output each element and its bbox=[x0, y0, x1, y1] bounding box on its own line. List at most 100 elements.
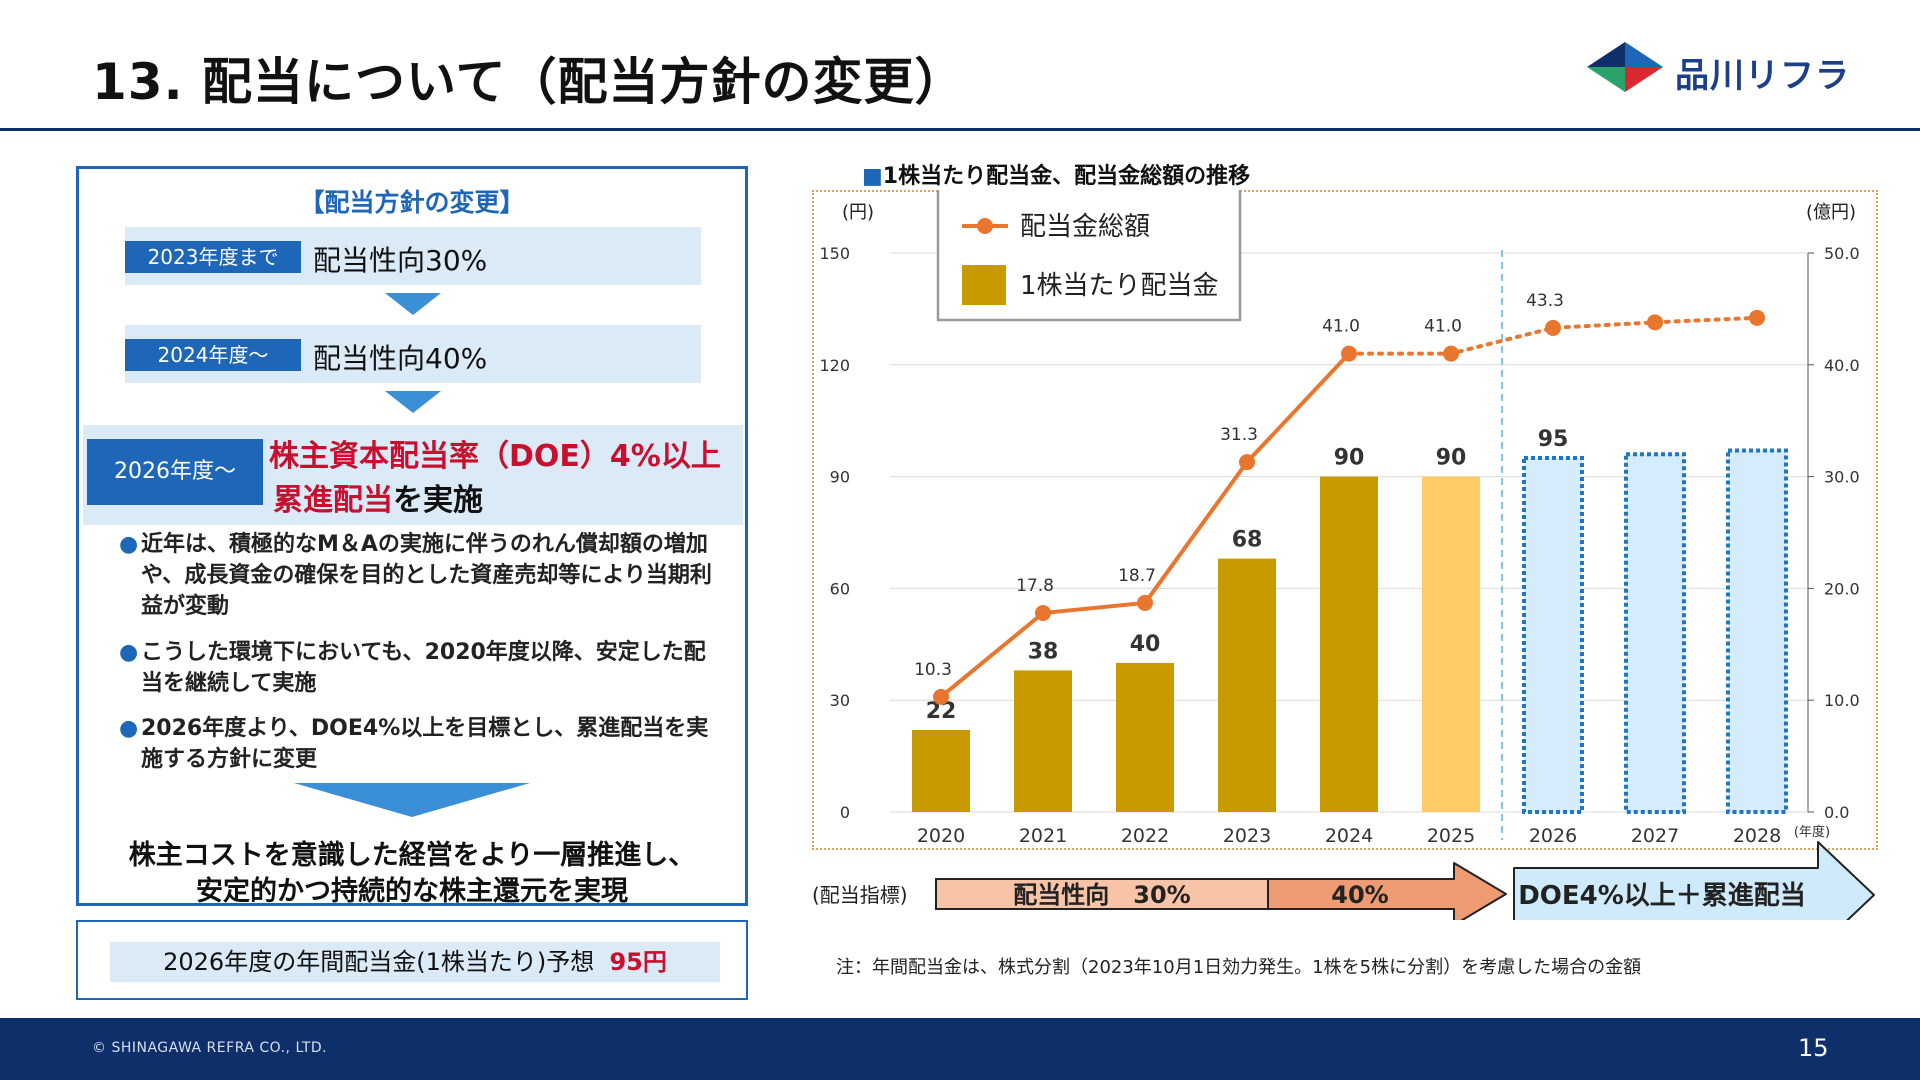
company-logo: 品川リフラ bbox=[1585, 40, 1855, 96]
policy-segment-label: 40% bbox=[1331, 881, 1388, 909]
line-value-label: 10.3 bbox=[914, 660, 952, 680]
policy-stage-2024: 2024年度～ 配当性向40% bbox=[125, 325, 701, 383]
total-dividend-line-projection bbox=[1347, 315, 1759, 356]
y-left-tick-label: 60 bbox=[830, 579, 850, 598]
bar-2026 bbox=[1522, 455, 1584, 814]
bar-2027 bbox=[1624, 452, 1686, 814]
x-tick-label: 2023 bbox=[1223, 825, 1271, 847]
bar-value-label: 95 bbox=[1538, 427, 1569, 452]
bar-value-label: 68 bbox=[1232, 528, 1263, 553]
y-right-tick-label: 30.0 bbox=[1824, 468, 1860, 487]
logo-mark-icon bbox=[1587, 42, 1663, 92]
chart-frame bbox=[812, 190, 1878, 850]
chart-footnote: 注：年間配当金は、株式分割（2023年10月1日効力発生。1株を5株に分割）を考… bbox=[836, 957, 1642, 978]
policy-segment-label: DOE4%以上＋累進配当 bbox=[1518, 881, 1806, 911]
policy-heading: 【配当方針の変更】 bbox=[299, 188, 525, 217]
legend-line-marker bbox=[977, 218, 993, 234]
y-left-tick-label: 150 bbox=[819, 244, 850, 263]
bar-value-label: 90 bbox=[1334, 446, 1365, 471]
bar-value-label: 40 bbox=[1130, 632, 1161, 657]
line-point-2024 bbox=[1341, 345, 1357, 362]
line-point-2028 bbox=[1749, 309, 1765, 326]
x-tick-label: 2022 bbox=[1121, 825, 1169, 847]
bullet-item: ● 2026年度より、DOE4%以上を目標とし、累進配当を実施する方針に変更 bbox=[119, 716, 709, 772]
line-point-2026 bbox=[1545, 319, 1561, 336]
x-tick-label: 2027 bbox=[1631, 825, 1679, 847]
bullet-item: ● 近年は、積極的なM＆Aの実施に伴うのれん償却額の増加や、成長資金の確保を目的と… bbox=[119, 532, 712, 619]
line-point-2021 bbox=[1035, 604, 1051, 621]
policy-segment-payout-30 bbox=[935, 878, 1269, 910]
line-value-label: 17.8 bbox=[1016, 576, 1054, 596]
bar-value-label: 38 bbox=[1028, 639, 1059, 664]
stage-tag: 2024年度～ bbox=[125, 339, 301, 371]
header-divider bbox=[0, 128, 1920, 131]
y-right-tick-label: 50.0 bbox=[1824, 244, 1860, 263]
y-left-tick-label: 30 bbox=[830, 691, 850, 710]
x-tick-label: 2024 bbox=[1325, 825, 1373, 847]
progressive-dividend-text: 累進配当を実施 bbox=[273, 483, 483, 518]
y-left-tick-label: 120 bbox=[819, 356, 850, 375]
page-title: 13. 配当について（配当方針の変更） bbox=[92, 53, 966, 111]
y-right-tick-label: 0.0 bbox=[1824, 803, 1849, 822]
bar-2022 bbox=[1116, 662, 1174, 812]
down-arrow-icon bbox=[385, 391, 441, 413]
x-tick-label: 2026 bbox=[1529, 825, 1577, 847]
line-point-2027 bbox=[1647, 314, 1663, 331]
policy-row-label: (配当指標) bbox=[812, 883, 908, 907]
dividend-policy-panel: 【配当方針の変更】 2023年度まで 配当性向30% 2024年度～ 配当性向4… bbox=[76, 166, 748, 907]
y-left-axis-label: (円) bbox=[842, 202, 874, 223]
policy-segment-payout-40 bbox=[1267, 862, 1507, 920]
conclusion-line-1: 株主コストを意識した経営をより一層推進し、 bbox=[128, 840, 696, 871]
policy-segment-doe bbox=[1513, 841, 1875, 920]
doe-target-text: 株主資本配当率（DOE）4%以上 bbox=[269, 439, 721, 474]
stage-tag: 2026年度～ bbox=[87, 439, 263, 505]
x-axis-unit: (年度) bbox=[1794, 824, 1830, 840]
line-value-label: 18.7 bbox=[1118, 566, 1156, 586]
legend-bar-swatch bbox=[962, 265, 1006, 305]
bullet-item: ● こうした環境下においても、2020年度以降、安定した配当を継続して実施 bbox=[119, 640, 706, 696]
forecast-text: 2026年度の年間配当金(1株当たり)予想 95円 bbox=[110, 942, 720, 982]
copyright-text: © SHINAGAWA REFRA CO., LTD. bbox=[92, 1040, 328, 1056]
legend-bar-label: 1株当たり配当金 bbox=[1020, 271, 1219, 301]
y-left-tick-label: 0 bbox=[840, 803, 850, 822]
bar-value-label: 90 bbox=[1436, 446, 1467, 471]
line-value-label: 43.3 bbox=[1526, 291, 1564, 311]
bar-2021 bbox=[1014, 670, 1072, 812]
bar-2020 bbox=[912, 730, 970, 812]
bar-2025 bbox=[1422, 476, 1480, 812]
conclusion-line-2: 安定的かつ持続的な株主還元を実現 bbox=[196, 876, 628, 907]
logo-text: 品川リフラ bbox=[1675, 56, 1850, 96]
x-tick-label: 2028 bbox=[1733, 825, 1781, 847]
bar-2024 bbox=[1320, 476, 1378, 812]
stage-text: 配当性向30% bbox=[313, 244, 488, 277]
bar-2028 bbox=[1726, 448, 1788, 814]
chart-heading: ■1株当たり配当金、配当金総額の推移 bbox=[862, 164, 1251, 189]
y-right-tick-label: 20.0 bbox=[1824, 579, 1860, 598]
stage-text: 配当性向40% bbox=[313, 342, 488, 375]
line-point-2022 bbox=[1137, 594, 1153, 611]
down-arrow-icon bbox=[385, 293, 441, 315]
x-tick-label: 2020 bbox=[917, 825, 965, 847]
bar-2023 bbox=[1218, 558, 1276, 812]
line-point-2023 bbox=[1239, 454, 1255, 471]
policy-stage-2023: 2023年度まで 配当性向30% bbox=[125, 227, 701, 285]
dividend-forecast-box: 2026年度の年間配当金(1株当たり)予想 95円 bbox=[76, 920, 748, 1000]
page-number: 15 bbox=[1798, 1034, 1829, 1062]
large-down-arrow-icon bbox=[294, 783, 530, 817]
line-point-2025 bbox=[1443, 345, 1459, 362]
y-right-axis-label: (億円) bbox=[1806, 202, 1856, 223]
y-right-tick-label: 10.0 bbox=[1824, 691, 1860, 710]
line-value-label: 31.3 bbox=[1220, 425, 1258, 445]
stage-tag: 2023年度まで bbox=[125, 241, 301, 273]
policy-stage-2026: 2026年度～ 株主資本配当率（DOE）4%以上 累進配当を実施 bbox=[83, 425, 743, 525]
x-tick-label: 2025 bbox=[1427, 825, 1475, 847]
line-value-label: 41.0 bbox=[1424, 317, 1462, 337]
x-tick-label: 2021 bbox=[1019, 825, 1067, 847]
legend-line-label: 配当金総額 bbox=[1020, 212, 1150, 242]
policy-segment-label: 配当性向 30% bbox=[1013, 881, 1190, 909]
y-left-tick-label: 90 bbox=[830, 468, 850, 487]
dividend-chart: 0 30 60 90 120 150 0.0 10.0 20.0 30.0 40.0 50.0 (円) (… bbox=[812, 190, 1875, 920]
y-right-tick-label: 40.0 bbox=[1824, 356, 1860, 375]
line-value-label: 41.0 bbox=[1322, 317, 1360, 337]
line-point-2020 bbox=[933, 688, 949, 705]
